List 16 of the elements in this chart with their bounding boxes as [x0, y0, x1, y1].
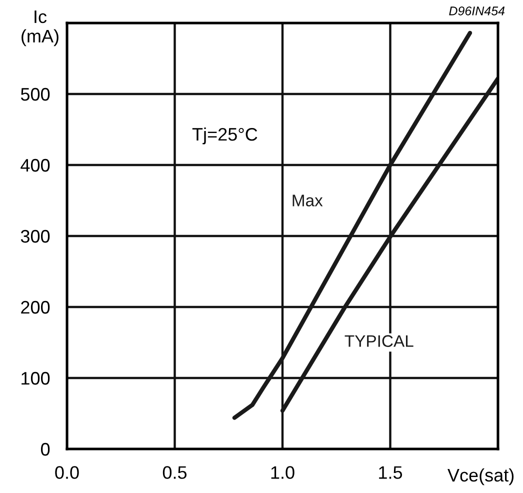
x-tick-label: 1.0: [271, 466, 294, 479]
series-label: TYPICAL: [344, 335, 414, 347]
x-axis-title: Vce(sat): [448, 468, 514, 486]
annotation: Tj=25°C: [192, 127, 258, 144]
y-tick-label: 200: [21, 300, 50, 314]
x-tick-label: 0.5: [162, 466, 187, 479]
text: Max: [292, 194, 323, 206]
y-tick-label: 100: [22, 372, 50, 385]
y-tick-label: 400: [20, 158, 50, 172]
x-tick-label: 0.0: [55, 466, 79, 479]
x-tick-label: 1.5: [379, 466, 402, 479]
chart-title: D96IN454: [449, 6, 505, 16]
y-tick-label: 0: [41, 442, 50, 456]
y-tick-label: 300: [20, 230, 50, 243]
y-axis-title: Ic (mA): [22, 10, 58, 46]
y-tick-label: 500: [20, 88, 50, 101]
